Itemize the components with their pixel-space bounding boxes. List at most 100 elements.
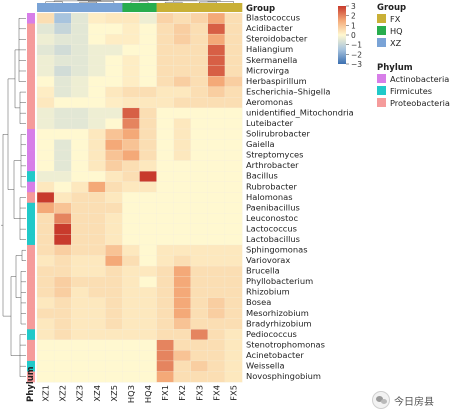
row-label: Escherichia–Shigella (246, 86, 330, 96)
legend-swatch (377, 86, 386, 95)
heatmap-cell (224, 297, 243, 309)
heatmap-cell (207, 213, 226, 225)
watermark: 今日房县 (372, 389, 448, 411)
heatmap-cell (53, 286, 72, 299)
heatmap-cell (53, 329, 72, 341)
heatmap-cell (190, 371, 209, 383)
heatmap-cell (53, 318, 72, 330)
heatmap-cell (53, 213, 72, 225)
heatmap-cell (224, 329, 243, 341)
heatmap-cell (190, 139, 209, 151)
heatmap-cell (88, 44, 106, 56)
heatmap-cell (88, 170, 106, 183)
heatmap-cell (105, 265, 123, 278)
heatmap-cell (139, 107, 158, 119)
heatmap-cell (173, 65, 192, 77)
heatmap-cell (173, 107, 192, 119)
heatmap-cell (190, 181, 209, 193)
row-label: Gaiella (246, 139, 275, 149)
heatmap-cell (139, 329, 158, 341)
heatmap-cell (105, 86, 123, 98)
legend-swatch (377, 14, 386, 23)
heatmap-cell (190, 55, 209, 67)
heatmap-cell (53, 128, 72, 140)
heatmap-cell (105, 23, 123, 35)
heatmap-cell (36, 360, 55, 372)
heatmap-cell (36, 308, 55, 320)
heatmap-cell (190, 297, 209, 309)
heatmap-cell (156, 128, 175, 140)
heatmap-cell (122, 276, 140, 288)
heatmap-cell (105, 308, 123, 320)
heatmap-cell (224, 160, 243, 172)
heatmap-cell (53, 118, 72, 130)
heatmap-cell (224, 55, 243, 67)
heatmap-cell (36, 213, 55, 225)
heatmap-cell (224, 128, 243, 140)
heatmap-cell (53, 12, 72, 24)
heatmap-cell (71, 329, 89, 341)
heatmap-cell (156, 12, 175, 24)
heatmap-cell (207, 118, 226, 130)
heatmap-cell (122, 318, 140, 330)
heatmap-cell (207, 33, 226, 46)
heatmap-cell (71, 118, 89, 130)
heatmap-cell (156, 318, 175, 330)
heatmap-cell (105, 65, 123, 77)
heatmap-cell (156, 181, 175, 193)
row-label: Halomonas (246, 192, 293, 202)
heatmap-cell (207, 97, 226, 109)
heatmap-cell (53, 86, 72, 98)
heatmap-cell (173, 297, 192, 309)
phylum-cell (27, 34, 35, 45)
heatmap-cell (88, 118, 106, 130)
heatmap-cell (224, 255, 243, 267)
heatmap-cell (224, 339, 243, 351)
heatmap-cell (224, 202, 243, 214)
heatmap-cell (173, 12, 192, 24)
heatmap-cell (71, 297, 89, 309)
heatmap-cell (139, 33, 158, 46)
heatmap-cell (190, 329, 209, 341)
scale-tick-label: 2 (351, 12, 356, 21)
heatmap-cell (122, 286, 140, 299)
heatmap-cell (71, 308, 89, 320)
heatmap-cell (207, 350, 226, 362)
heatmap-cell (139, 286, 158, 299)
phylum-cell (27, 118, 35, 130)
heatmap-cell (71, 255, 89, 267)
heatmap-cell (36, 139, 55, 151)
phylum-cell (27, 171, 35, 182)
color-scale-bar (338, 6, 346, 64)
heatmap-cell (88, 23, 106, 35)
heatmap-cell (207, 86, 226, 98)
heatmap-cell (207, 12, 226, 24)
group-cell (139, 3, 157, 12)
heatmap-cell (207, 339, 226, 351)
heatmap-cell (88, 223, 106, 235)
column-label: XZ4 (92, 385, 102, 402)
group-cell (105, 3, 123, 12)
row-label: Solirubrobacter (246, 129, 310, 139)
heatmap-cell (71, 371, 89, 383)
heatmap-cell (105, 128, 123, 140)
heatmap-cell (36, 244, 55, 256)
heatmap-cell (88, 255, 106, 267)
heatmap-cell (173, 329, 192, 341)
heatmap-cell (88, 97, 106, 109)
scale-tick-label: 1 (351, 21, 356, 30)
heatmap-cell (122, 160, 140, 172)
heatmap-cell (224, 44, 243, 56)
heatmap-cell (36, 297, 55, 309)
heatmap-cell (105, 192, 123, 204)
row-label: Mesorhizobium (246, 308, 309, 318)
heatmap-cell (122, 371, 140, 383)
heatmap-cell (139, 192, 158, 204)
heatmap-cell (71, 128, 89, 140)
heatmap-cell (122, 297, 140, 309)
heatmap-cell (139, 213, 158, 225)
heatmap-cell (224, 318, 243, 330)
row-label: Skermanella (246, 55, 297, 65)
heatmap-cell (105, 255, 123, 267)
